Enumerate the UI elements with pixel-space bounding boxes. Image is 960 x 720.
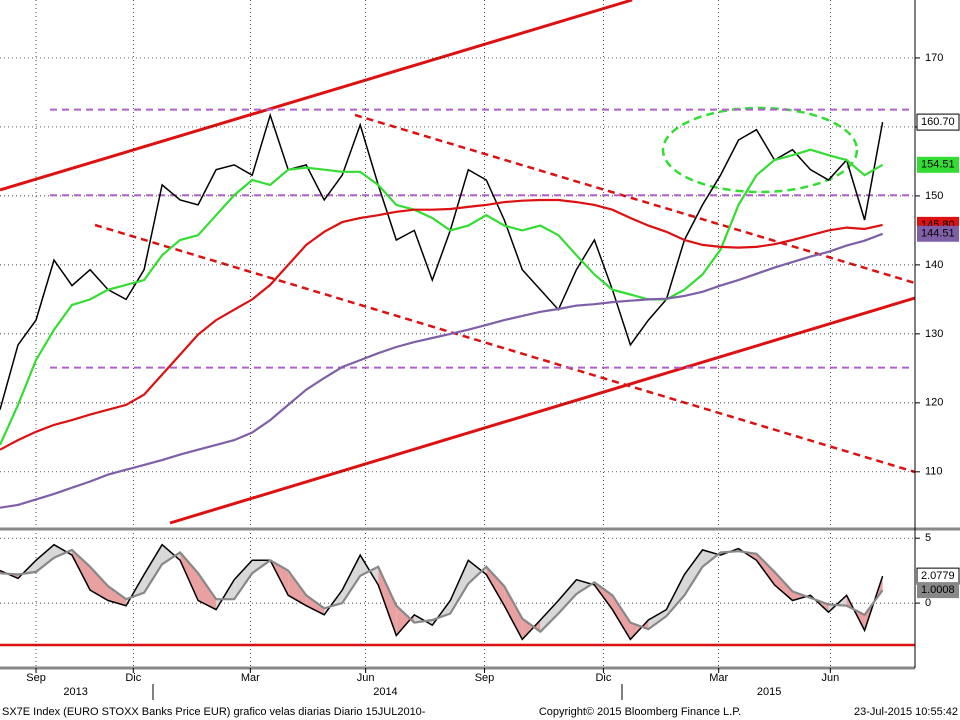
last-value-tag: 154.51 xyxy=(917,156,959,173)
oscillator-fill xyxy=(378,566,397,636)
last-value-tag: 144.51 xyxy=(917,225,959,242)
last-value-box xyxy=(917,225,959,242)
footer-center: Copyright© 2015 Bloomberg Finance L.P. xyxy=(539,706,741,718)
oscillator-fill xyxy=(486,566,505,606)
oscillator-fill xyxy=(648,609,667,630)
series-line xyxy=(0,232,883,509)
oscillator-fill xyxy=(504,586,523,640)
oscillator-fill xyxy=(612,595,631,640)
y-tick-label: 0 xyxy=(925,597,931,609)
oscillator-fill xyxy=(108,586,127,606)
oscillator-fill xyxy=(342,555,361,604)
series-line xyxy=(0,543,884,641)
trendline xyxy=(0,0,633,192)
year-label: 2013 xyxy=(63,686,87,698)
y-tick-label: 150 xyxy=(925,190,943,202)
oscillator-fill xyxy=(774,571,793,601)
x-tick-label: Sep xyxy=(475,672,495,684)
series-line xyxy=(0,112,884,410)
last-value-box xyxy=(917,582,959,599)
last-value-tag: 2.0779 xyxy=(916,567,960,585)
last-value-label: 2.0779 xyxy=(921,570,955,582)
trendline xyxy=(94,223,916,474)
oscillator-fill xyxy=(666,574,685,617)
x-tick-label: Jun xyxy=(357,672,375,684)
x-tick-label: Jun xyxy=(821,672,839,684)
oscillator-fill xyxy=(558,579,577,614)
oscillator-fill xyxy=(180,552,199,601)
y-tick-label: 110 xyxy=(925,466,943,478)
year-label: 2014 xyxy=(373,686,397,698)
y-tick-label: 130 xyxy=(925,328,943,340)
oscillator-fill xyxy=(144,544,163,593)
trendline xyxy=(354,113,916,285)
footer-left: SX7E Index (EURO STOXX Banks Price EUR) … xyxy=(2,706,426,718)
year-label: 2015 xyxy=(757,686,781,698)
x-tick-label: Dic xyxy=(595,672,611,684)
last-value-tag: 1.0008 xyxy=(917,582,959,599)
x-tick-label: Mar xyxy=(241,672,260,684)
oscillator-fill xyxy=(450,560,469,614)
highlight-ellipse xyxy=(661,106,859,194)
series-line xyxy=(0,148,884,446)
oscillator-fill xyxy=(198,573,217,610)
y-tick-label: 5 xyxy=(925,532,931,544)
last-value-label: 160.70 xyxy=(921,116,955,128)
footer-right: 23-Jul-2015 10:55:42 xyxy=(854,706,958,718)
x-tick-label: Dic xyxy=(125,672,141,684)
oscillator-fill xyxy=(288,570,307,606)
oscillator-fill xyxy=(684,549,703,596)
oscillator-fill xyxy=(36,544,55,572)
oscillator-fill xyxy=(396,605,415,636)
oscillator-fill xyxy=(468,560,487,584)
y-tick-label: 120 xyxy=(925,397,943,409)
last-value-box xyxy=(916,113,960,131)
oscillator-fill xyxy=(306,595,325,615)
trendlines xyxy=(0,0,916,647)
x-tick-label: Mar xyxy=(709,672,728,684)
oscillator-fill xyxy=(540,600,559,632)
series-line xyxy=(0,198,883,451)
y-tick-label: 170 xyxy=(925,52,943,64)
x-tick-label: Sep xyxy=(26,672,46,684)
last-value-label: 154.51 xyxy=(921,159,955,171)
series-line xyxy=(0,548,884,634)
y-tick-label: 140 xyxy=(925,259,943,271)
last-value-label: 144.51 xyxy=(921,228,955,240)
last-value-box xyxy=(917,156,959,173)
trendline xyxy=(169,296,916,525)
last-value-tag: 160.70 xyxy=(916,113,960,131)
oscillator-fill xyxy=(756,553,775,585)
last-value-label: 1.0008 xyxy=(921,584,955,596)
oscillator-fill xyxy=(234,560,253,600)
